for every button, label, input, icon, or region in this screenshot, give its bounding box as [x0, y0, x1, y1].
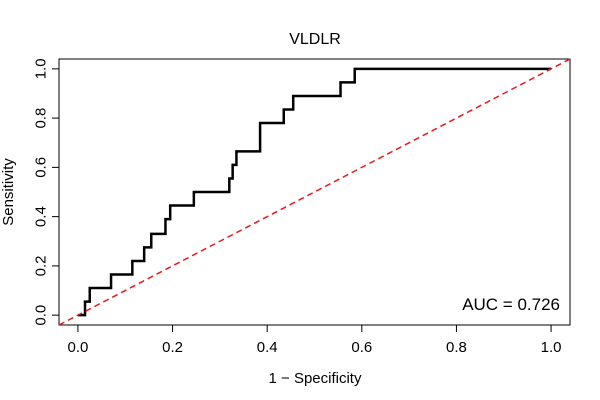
- y-axis-label: Sensitivity: [0, 158, 17, 226]
- plot-frame: [58, 58, 571, 326]
- x-axis: 0.0 0.2 0.4 0.6 0.8 1.0: [67, 324, 562, 356]
- x-tick-label: 0.2: [162, 339, 183, 356]
- y-tick-label: 0.0: [33, 305, 50, 326]
- x-tick-label: 1.0: [541, 339, 562, 356]
- x-axis-label: 1 − Specificity: [269, 370, 362, 387]
- x-tick-label: 0.6: [351, 339, 372, 356]
- plot-area: [58, 58, 571, 326]
- y-tick-label: 0.8: [33, 108, 50, 129]
- roc-curve-line: [77, 67, 552, 317]
- y-axis: 0.0 0.2 0.4 0.6 0.8 1.0: [33, 58, 60, 326]
- y-tick-label: 1.0: [33, 58, 50, 79]
- y-tick-label: 0.4: [33, 206, 50, 227]
- y-tick-label: 0.6: [33, 157, 50, 178]
- reference-diagonal-line: [58, 58, 571, 326]
- y-tick-label: 0.2: [33, 255, 50, 276]
- auc-annotation: AUC = 0.726: [462, 295, 560, 314]
- chart-title: VLDLR: [289, 31, 341, 48]
- x-tick-label: 0.8: [446, 339, 467, 356]
- x-tick-label: 0.4: [257, 339, 278, 356]
- x-tick-label: 0.0: [67, 339, 88, 356]
